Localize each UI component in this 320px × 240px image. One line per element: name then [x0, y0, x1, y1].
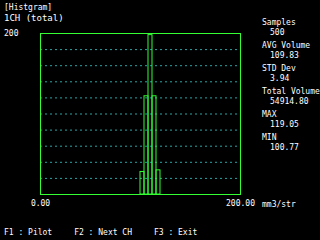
html-text:3.94: 3.94 — [270, 74, 290, 83]
html-text:100.77: 100.77 — [270, 143, 299, 152]
svg-text:200.00: 200.00 — [226, 199, 255, 208]
svg-text:200: 200 — [4, 29, 19, 38]
html-text:mm3/str: mm3/str — [262, 200, 296, 209]
html-text:500: 500 — [270, 28, 285, 37]
html-text:MAX: MAX — [262, 110, 277, 119]
html-text:Total Volume: Total Volume — [262, 87, 320, 96]
html-text:AVG Volume: AVG Volume — [262, 41, 311, 50]
html-text:MIN: MIN — [262, 133, 277, 142]
html-text:54914.80: 54914.80 — [270, 97, 309, 106]
html-text:109.83: 109.83 — [270, 51, 299, 60]
html-text:1CH (total): 1CH (total) — [4, 13, 64, 23]
html-text:STD Dev: STD Dev — [262, 64, 296, 73]
html-text:F2 : Next CH: F2 : Next CH — [74, 228, 132, 237]
html-text:F1 : Pilot: F1 : Pilot — [4, 228, 53, 237]
html-text:Samples: Samples — [262, 18, 296, 27]
html-text:F3 : Exit: F3 : Exit — [154, 228, 198, 237]
html-text:[Histgram]: [Histgram] — [4, 3, 53, 12]
html-text:119.05: 119.05 — [270, 120, 299, 129]
svg-text:0.00: 0.00 — [31, 199, 50, 208]
